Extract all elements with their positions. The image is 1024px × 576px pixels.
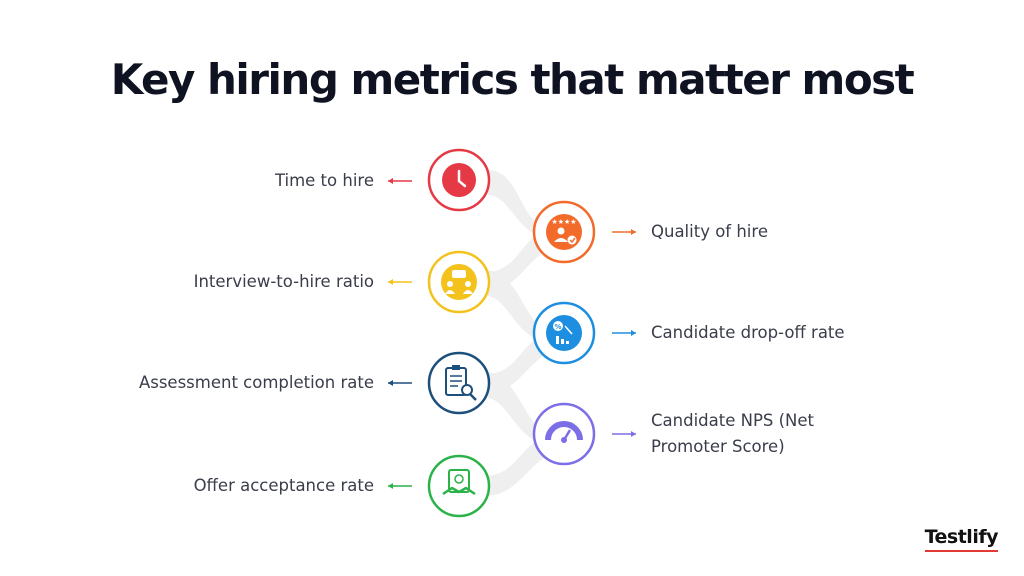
metric-candidate-nps: [532, 402, 636, 466]
label-candidate-nps-line1: Candidate NPS (Net: [651, 411, 815, 430]
clock-icon: [442, 163, 476, 197]
gauge-icon: [545, 421, 583, 443]
label-candidate-nps: Candidate NPS (Net Promoter Score): [651, 408, 911, 460]
percent-chart-down-icon: %: [546, 315, 582, 351]
metric-quality-of-hire: ★★★★: [532, 200, 636, 264]
label-offer-acceptance-rate: Offer acceptance rate: [193, 476, 374, 495]
metric-time-to-hire: [388, 148, 491, 212]
metric-offer-acceptance: [388, 454, 491, 518]
svg-text:★★★★: ★★★★: [551, 218, 576, 226]
brand-logo: Testlify: [924, 526, 999, 552]
svg-text:%: %: [554, 323, 561, 331]
checklist-magnifier-icon: [445, 365, 477, 401]
handshake-document-icon: [442, 469, 476, 496]
label-candidate-nps-line2: Promoter Score): [651, 437, 785, 456]
brand-name: Testlify: [924, 526, 999, 548]
label-assessment-completion-rate: Assessment completion rate: [138, 373, 374, 392]
label-interview-to-hire-ratio: Interview-to-hire ratio: [193, 272, 374, 291]
label-candidate-drop-off-rate: Candidate drop-off rate: [651, 323, 845, 342]
label-quality-of-hire: Quality of hire: [651, 222, 768, 241]
brand-underline: [924, 550, 998, 552]
page-title: Key hiring metrics that matter most: [110, 55, 915, 104]
star-rated-person-icon: ★★★★: [546, 214, 582, 250]
interview-people-icon: [441, 264, 477, 300]
metric-assessment-completion: [388, 351, 491, 415]
label-time-to-hire: Time to hire: [274, 171, 374, 190]
metric-interview-to-hire: [388, 250, 491, 314]
metric-candidate-drop-off: %: [532, 301, 636, 365]
